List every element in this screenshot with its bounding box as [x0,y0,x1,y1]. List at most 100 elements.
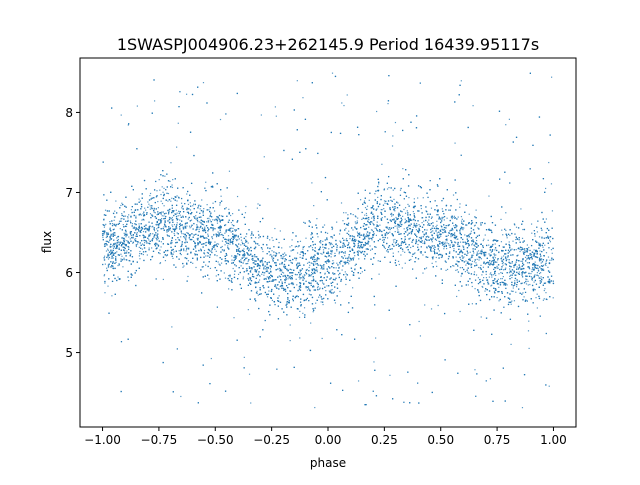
data-point [380,211,382,213]
data-point [365,248,367,250]
data-point [139,258,141,260]
data-point [536,293,538,295]
data-point [260,114,262,116]
data-point [299,264,302,266]
data-point [172,257,174,259]
data-point [386,227,388,229]
data-point [476,242,478,245]
data-point [180,231,182,233]
data-point [303,274,305,276]
data-point [460,80,462,82]
data-point [157,237,159,240]
data-point [104,263,106,265]
data-point [474,224,476,226]
data-point [179,239,181,242]
data-point [528,268,531,270]
data-point [367,243,369,245]
data-point [443,248,445,250]
data-point [138,226,140,229]
data-point [436,265,438,267]
data-point [413,198,415,200]
data-point [528,258,531,260]
data-point [397,202,399,204]
data-point [120,253,122,255]
data-point [176,195,178,197]
data-point [356,220,358,222]
data-point [138,223,140,225]
data-point [353,257,355,259]
data-point [498,286,500,288]
data-point [366,236,368,238]
data-point [319,247,321,250]
data-point [487,239,489,241]
data-point [527,330,530,332]
data-point [134,238,136,240]
data-point [208,209,210,211]
data-point [212,202,214,204]
data-point [110,251,112,253]
data-point [530,276,533,278]
data-point [345,276,347,278]
data-point [205,255,207,257]
data-point [354,227,357,229]
data-point [472,105,474,107]
data-point [439,233,441,235]
data-point [185,240,187,242]
data-point [181,232,183,235]
data-point [413,222,415,225]
data-point [317,248,320,251]
data-point [441,218,443,220]
data-point [404,262,406,264]
data-point [303,221,305,223]
data-point [143,234,145,237]
data-point [397,251,400,253]
data-point [482,286,484,288]
data-point [438,246,440,248]
data-point [510,290,513,292]
data-point [403,208,405,211]
data-point [235,256,237,258]
data-point [186,248,188,250]
data-point [138,226,141,228]
data-point [209,250,211,252]
data-point [440,242,443,244]
data-point [103,274,106,276]
data-point [262,250,264,253]
data-point [345,262,347,265]
data-point [148,239,150,241]
data-point [540,262,542,264]
data-point [234,236,236,238]
data-point [133,226,135,228]
data-point [331,250,333,252]
data-point [233,273,236,275]
data-point [269,268,272,270]
data-point [453,215,456,217]
data-point [187,275,189,278]
data-point [493,261,495,263]
data-point [445,269,447,271]
data-point [306,289,309,291]
data-point [478,259,480,261]
data-point [467,271,469,273]
data-point [505,229,507,232]
data-point [299,253,301,256]
data-point [500,241,503,243]
data-point [228,208,230,210]
data-point [509,268,511,270]
data-point [239,251,241,253]
data-point [423,233,425,235]
data-point [359,250,361,252]
data-point [105,250,108,252]
data-point [176,212,178,214]
data-point [330,249,332,252]
data-point [281,247,283,249]
data-point [157,207,159,209]
data-point [197,221,199,223]
data-point [473,261,476,263]
data-point [343,104,345,107]
data-point [306,262,309,264]
data-point [269,254,271,256]
data-point [193,216,195,218]
data-point [545,292,547,294]
data-point [506,237,508,239]
